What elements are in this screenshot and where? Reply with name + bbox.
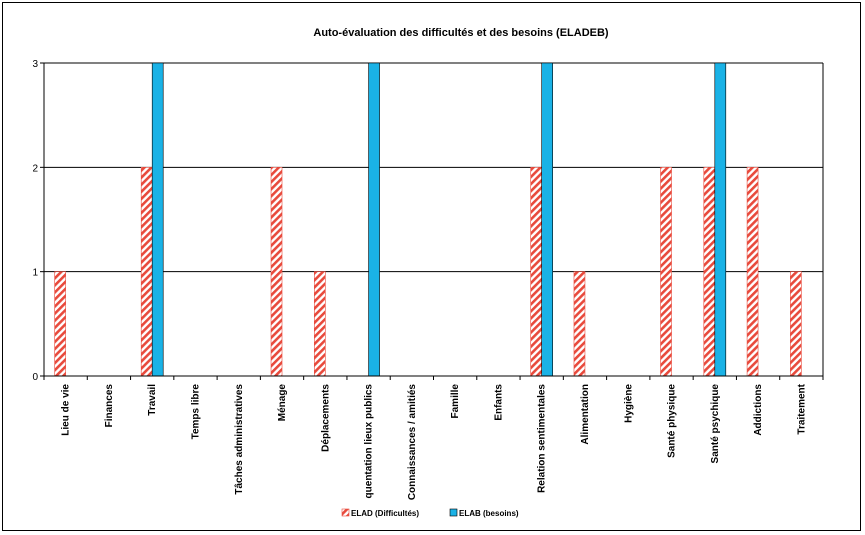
legend-swatch-elad: [341, 508, 350, 517]
x-category-label: Tâches administratives: [234, 384, 245, 495]
x-category-label: Finances: [104, 384, 115, 428]
bar-elad: [530, 167, 542, 377]
bar-elab: [541, 62, 553, 377]
x-category-label: Relation sentimentales: [537, 384, 548, 493]
x-category-label: Hygiène: [623, 384, 634, 423]
y-axis-tick-labels: 0 1 2 3: [32, 59, 38, 383]
y-tick-label: 3: [32, 59, 38, 70]
x-category-label: Ménage: [277, 384, 288, 422]
x-category-label: Déplacements: [320, 384, 331, 452]
bar-chart: Auto-évaluation des difficultés et des b…: [32, 27, 824, 518]
x-category-label: Addictions: [753, 384, 764, 436]
chart-title: Auto-évaluation des difficultés et des b…: [313, 27, 609, 39]
x-axis-category-labels: Lieu de vie Finances Travail Temps libre Tâc…: [61, 383, 808, 500]
legend-swatch-elab: [449, 508, 458, 517]
legend-label-elab: ELAB (besoins): [459, 509, 519, 518]
x-category-label: quentation lieux publics: [364, 384, 375, 499]
bars: [54, 62, 802, 377]
x-category-label: Connaissances / amitiés: [407, 384, 418, 501]
y-tick-label: 2: [32, 163, 38, 174]
y-tick-label: 0: [32, 372, 38, 383]
bar-elab: [368, 62, 380, 377]
x-category-label: Enfants: [493, 384, 504, 421]
x-category-label: Santé physique: [667, 384, 678, 458]
y-tick-label: 1: [32, 268, 38, 279]
x-category-label: Famille: [450, 384, 461, 419]
bar-elad: [54, 271, 66, 377]
bar-elad: [573, 271, 586, 377]
x-category-label: Alimentation: [580, 384, 591, 445]
legend-label-elad: ELAD (Difficultés): [351, 509, 419, 518]
x-category-label: Temps libre: [190, 384, 201, 440]
gridlines: [44, 62, 823, 273]
axes: [40, 62, 824, 380]
bar-elad: [703, 167, 716, 377]
x-category-label: Traitement: [796, 383, 807, 434]
bar-elab: [151, 62, 164, 377]
bar-elad: [270, 167, 283, 377]
bar-elab: [714, 62, 727, 377]
bar-elad: [790, 271, 802, 377]
bar-elad: [746, 167, 759, 377]
x-category-label: Travail: [147, 384, 158, 416]
bar-elad: [314, 271, 326, 377]
x-category-label: Santé psychique: [710, 384, 721, 464]
bar-elad: [140, 167, 153, 377]
bar-elad: [660, 167, 672, 377]
legend: ELAD (Difficultés) ELAB (besoins): [341, 508, 519, 518]
x-category-label: Lieu de vie: [61, 384, 72, 436]
